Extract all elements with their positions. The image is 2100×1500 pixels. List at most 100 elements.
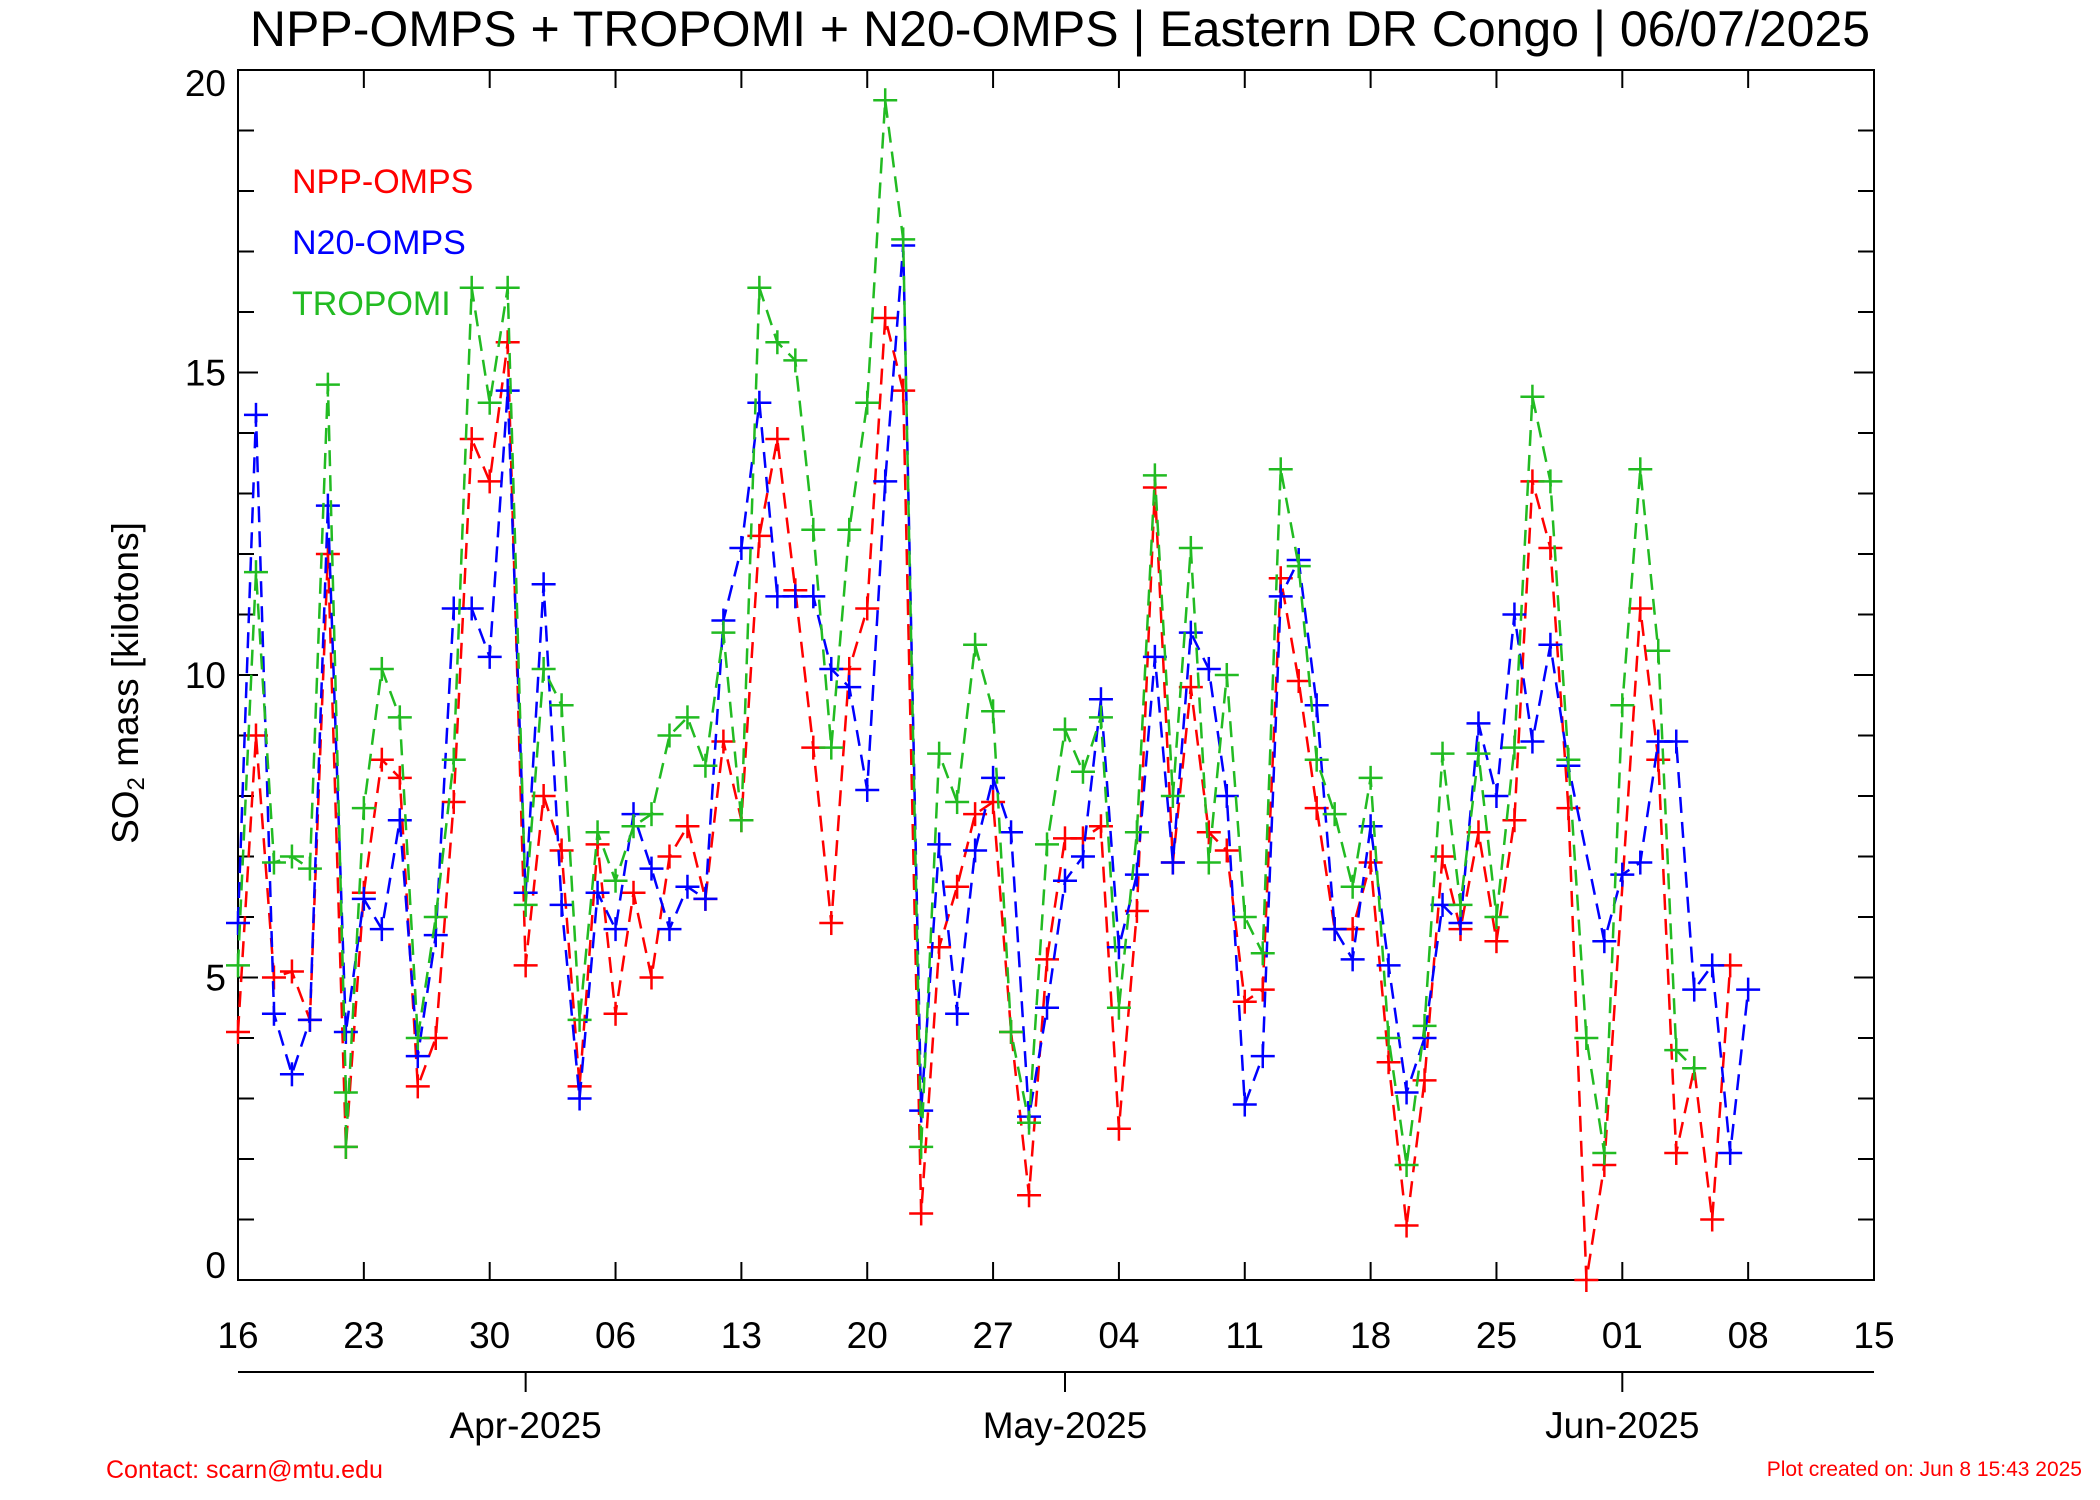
data-point-tropomi [1646, 638, 1671, 663]
x-tick-label: 16 [217, 1315, 258, 1356]
x-tick-label: 01 [1602, 1315, 1643, 1356]
x-tick-label: 23 [343, 1315, 384, 1356]
data-point-tropomi [1196, 850, 1221, 875]
data-point-n20-omps [1124, 862, 1149, 887]
data-point-tropomi [1358, 765, 1383, 790]
data-point-n20-omps [315, 493, 340, 518]
data-point-tropomi [1088, 705, 1113, 730]
data-point-npp-omps [477, 469, 502, 494]
data-point-npp-omps [531, 784, 556, 808]
y-axis-label-main: SO [105, 790, 146, 843]
data-point-npp-omps [226, 1019, 250, 1044]
data-point-tropomi [783, 348, 808, 373]
data-point-tropomi [657, 723, 682, 748]
data-point-n20-omps [1736, 977, 1761, 1002]
data-point-n20-omps [1682, 977, 1707, 1002]
data-point-tropomi [855, 390, 880, 415]
x-tick-label: 11 [1226, 1315, 1264, 1356]
data-point-n20-omps [1664, 729, 1689, 754]
data-point-tropomi [693, 753, 718, 778]
data-point-tropomi [1664, 1038, 1689, 1063]
data-point-tropomi [1520, 384, 1545, 409]
series-line-npp-omps [236, 317, 1732, 1281]
data-point-tropomi [226, 953, 250, 978]
data-point-tropomi [297, 856, 322, 881]
data-point-n20-omps [1466, 711, 1491, 736]
data-point-tropomi [891, 227, 916, 252]
legend: NPP-OMPS N20-OMPS TROPOMI [292, 163, 473, 323]
y-tick-label: 0 [205, 1245, 226, 1286]
y-tick-label: 10 [185, 655, 226, 696]
data-point-tropomi [1376, 1026, 1401, 1050]
data-point-tropomi [1394, 1153, 1419, 1178]
x-tick-label: 06 [595, 1315, 636, 1356]
data-point-n20-omps [459, 596, 484, 621]
data-point-npp-omps [1574, 1268, 1599, 1292]
data-point-tropomi [1574, 1026, 1599, 1050]
data-point-tropomi [1340, 874, 1365, 899]
month-label: Jun-2025 [1545, 1405, 1699, 1446]
legend-npp-omps: NPP-OMPS [292, 163, 473, 201]
data-point-tropomi [261, 850, 286, 875]
data-point-tropomi [585, 820, 610, 845]
data-point-n20-omps [1214, 784, 1239, 808]
data-point-tropomi [369, 656, 394, 681]
data-point-n20-omps [927, 832, 952, 857]
data-point-n20-omps [747, 390, 772, 415]
data-point-npp-omps [513, 953, 538, 978]
data-point-npp-omps [873, 306, 898, 331]
data-point-npp-omps [549, 838, 574, 863]
data-point-tropomi [1178, 535, 1203, 560]
data-point-tropomi [1035, 832, 1060, 857]
data-point-n20-omps [1052, 868, 1077, 893]
data-point-tropomi [513, 892, 538, 917]
x-tick-label: 20 [847, 1315, 888, 1356]
data-point-npp-omps [1250, 977, 1275, 1002]
data-point-n20-omps [369, 917, 394, 942]
data-point-tropomi [441, 747, 466, 772]
data-point-tropomi [837, 517, 862, 542]
data-point-n20-omps [297, 1007, 322, 1032]
data-point-tropomi [1250, 941, 1275, 966]
month-axis: Apr-2025 May-2025 Jun-2025 [238, 1371, 1874, 1446]
data-point-n20-omps [693, 886, 718, 911]
data-point-npp-omps [855, 596, 880, 621]
data-point-tropomi [675, 705, 700, 730]
month-label: May-2025 [983, 1405, 1148, 1446]
data-point-tropomi [747, 275, 772, 300]
data-point-tropomi [1322, 802, 1347, 827]
x-tick-label: 30 [469, 1315, 510, 1356]
plot-frame [237, 69, 1875, 1281]
y-tick-label: 15 [185, 353, 226, 394]
data-point-tropomi [1160, 784, 1185, 808]
series-line-tropomi [236, 100, 1696, 1166]
data-point-tropomi [765, 330, 790, 355]
data-point-npp-omps [1286, 669, 1311, 694]
data-point-tropomi [1017, 1110, 1042, 1135]
x-axis-ticks: 16 23 30 06 13 20 27 04 11 18 25 01 08 15 [217, 70, 1895, 1356]
data-point-tropomi [603, 868, 628, 893]
data-point-tropomi [405, 1026, 430, 1050]
data-point-n20-omps [963, 838, 988, 863]
data-point-npp-omps [1106, 1116, 1131, 1141]
data-point-n20-omps [855, 777, 880, 802]
data-point-npp-omps [675, 814, 700, 839]
data-point-npp-omps [1700, 1207, 1725, 1232]
data-point-tropomi [945, 790, 970, 815]
data-point-n20-omps [567, 1086, 592, 1111]
data-point-n20-omps [1106, 935, 1131, 960]
y-axis-label-rest: mass [kilotons] [105, 522, 146, 777]
data-point-n20-omps [1394, 1080, 1419, 1105]
data-point-npp-omps [621, 880, 646, 905]
data-point-tropomi [1466, 741, 1491, 766]
data-point-tropomi [459, 275, 484, 300]
y-axis-ticks: 0 5 10 15 20 [185, 63, 1874, 1286]
y-axis-label-subscript: 2 [123, 777, 150, 790]
data-point-npp-omps [1358, 850, 1383, 875]
data-point-n20-omps [1304, 693, 1329, 718]
data-point-tropomi [495, 275, 520, 300]
data-point-n20-omps [1592, 929, 1617, 954]
data-point-tropomi [1124, 820, 1149, 845]
legend-tropomi: TROPOMI [292, 285, 451, 323]
